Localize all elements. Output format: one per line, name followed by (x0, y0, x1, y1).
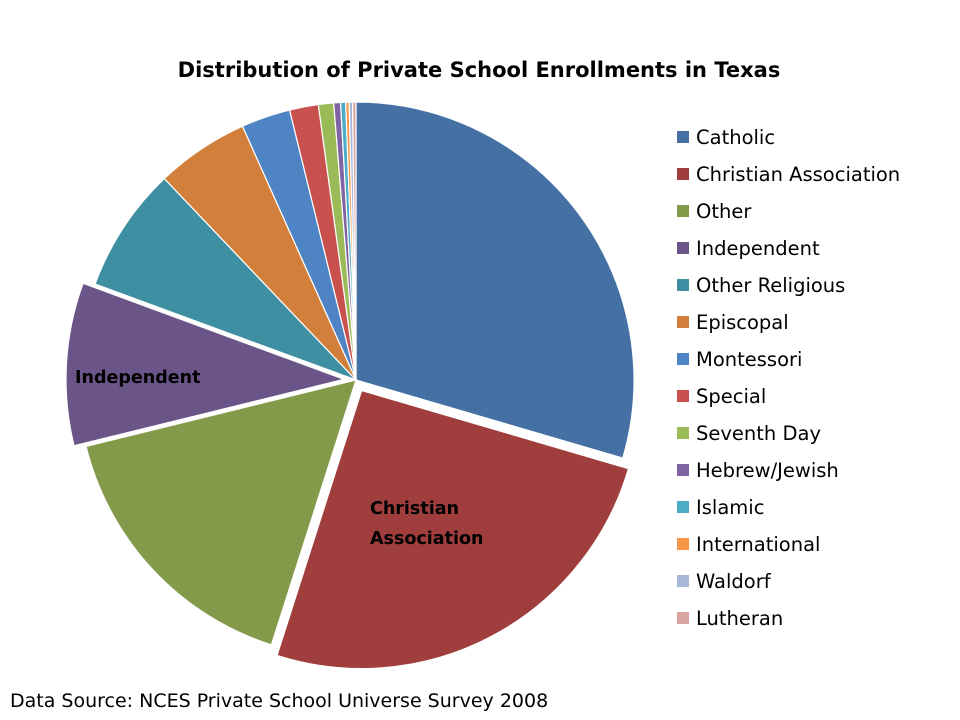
slice-label-independent: Independent (75, 368, 200, 388)
legend-label-lutheran: Lutheran (696, 607, 783, 630)
legend-label-waldorf: Waldorf (696, 570, 772, 593)
legend-swatch-lutheran (677, 612, 689, 624)
legend-swatch-independent (677, 242, 689, 254)
legend-item-episcopal: Episcopal (677, 311, 789, 334)
legend-item-catholic: Catholic (677, 126, 775, 149)
pie-slice-other (85, 379, 357, 646)
chart-title: Distribution of Private School Enrollmen… (178, 58, 781, 82)
legend-label-christian-association: Christian Association (696, 163, 900, 186)
legend-swatch-christian-association (677, 168, 689, 180)
legend-label-montessori: Montessori (696, 348, 802, 371)
legend-swatch-other (677, 205, 689, 217)
legend-label-hebrew-jewish: Hebrew/Jewish (696, 459, 839, 482)
legend-label-special: Special (696, 385, 766, 408)
pie-slice-christian-association (276, 389, 630, 670)
pie-slice-independent (65, 282, 347, 447)
pie-slices (65, 101, 635, 670)
legend-item-montessori: Montessori (677, 348, 802, 371)
legend-label-other-religious: Other Religious (696, 274, 845, 297)
legend-item-waldorf: Waldorf (677, 570, 772, 593)
legend-item-other: Other (677, 200, 752, 223)
legend-label-other: Other (696, 200, 752, 223)
legend-label-islamic: Islamic (696, 496, 764, 519)
legend-label-independent: Independent (696, 237, 820, 260)
legend-swatch-islamic (677, 501, 689, 513)
legend-label-international: International (696, 533, 820, 556)
legend-swatch-montessori (677, 353, 689, 365)
pie-slice-lutheran (351, 101, 357, 381)
legend: Catholic Christian Association Other Indepe… (677, 126, 900, 630)
legend-swatch-episcopal (677, 316, 689, 328)
legend-item-special: Special (677, 385, 766, 408)
legend-item-seventh-day: Seventh Day (677, 422, 821, 445)
legend-item-other-religious: Other Religious (677, 274, 845, 297)
legend-swatch-seventh-day (677, 427, 689, 439)
legend-label-seventh-day: Seventh Day (696, 422, 821, 445)
legend-swatch-catholic (677, 131, 689, 143)
data-source-note: Data Source: NCES Private School Univers… (10, 690, 548, 712)
slice-label-christian-association: Christian Association (370, 499, 483, 549)
slice-labels: Christian Association Independent (75, 368, 483, 549)
legend-swatch-special (677, 390, 689, 402)
legend-item-independent: Independent (677, 237, 820, 260)
legend-label-episcopal: Episcopal (696, 311, 789, 334)
legend-item-islamic: Islamic (677, 496, 764, 519)
legend-swatch-other-religious (677, 279, 689, 291)
legend-item-christian-association: Christian Association (677, 163, 900, 186)
legend-item-hebrew-jewish: Hebrew/Jewish (677, 459, 839, 482)
legend-swatch-international (677, 538, 689, 550)
legend-item-lutheran: Lutheran (677, 607, 783, 630)
pie-slice-catholic (355, 101, 635, 459)
legend-swatch-waldorf (677, 575, 689, 587)
pie-slice-other-religious (94, 177, 357, 381)
legend-item-international: International (677, 533, 820, 556)
legend-label-catholic: Catholic (696, 126, 775, 149)
legend-swatch-hebrew-jewish (677, 464, 689, 476)
